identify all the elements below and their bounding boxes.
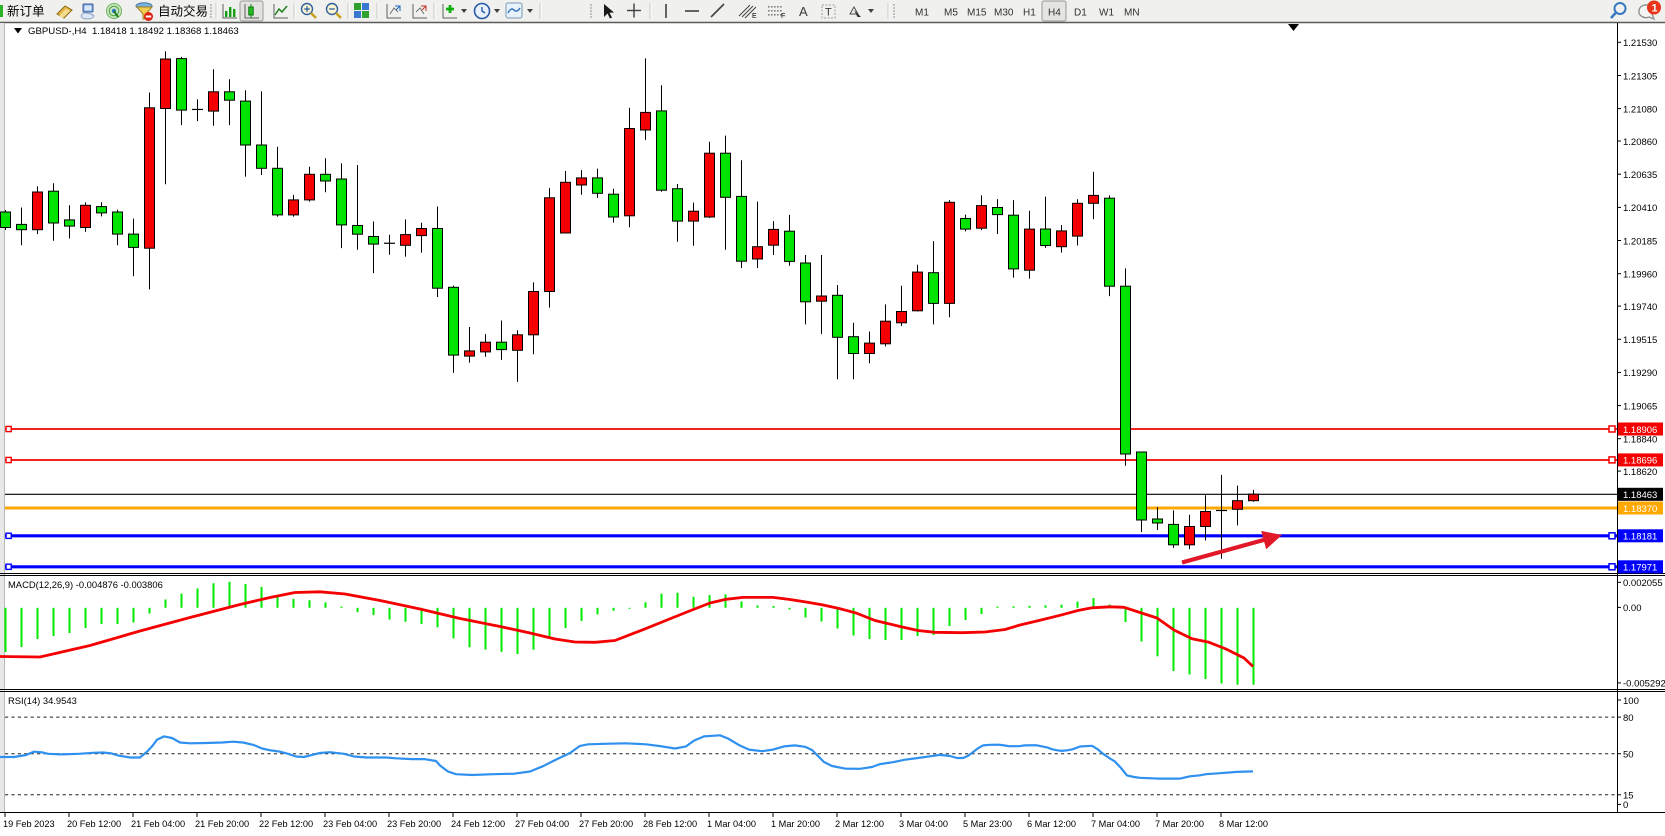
svg-text:1 Mar 04:00: 1 Mar 04:00 [707, 819, 756, 829]
svg-text:1.18181: 1.18181 [1623, 532, 1657, 543]
svg-text:H4: H4 [1048, 8, 1061, 19]
svg-text:5 Mar 23:00: 5 Mar 23:00 [963, 819, 1012, 829]
svg-text:50: 50 [1623, 750, 1634, 761]
svg-text:W1: W1 [1099, 8, 1114, 19]
svg-text:1.19960: 1.19960 [1623, 270, 1657, 281]
svg-text:7 Mar 04:00: 7 Mar 04:00 [1091, 819, 1140, 829]
svg-text:T: T [825, 7, 832, 19]
svg-text:0.00: 0.00 [1623, 603, 1642, 614]
svg-text:-0.005292: -0.005292 [1623, 679, 1665, 690]
svg-text:6 Mar 12:00: 6 Mar 12:00 [1027, 819, 1076, 829]
svg-text:22 Feb 12:00: 22 Feb 12:00 [259, 819, 313, 829]
svg-text:RSI(14) 34.9543: RSI(14) 34.9543 [8, 695, 77, 706]
svg-text:1.19740: 1.19740 [1623, 302, 1657, 313]
svg-text:1.17971: 1.17971 [1623, 563, 1657, 574]
svg-text:M5: M5 [944, 8, 958, 19]
svg-text:1.18840: 1.18840 [1623, 435, 1657, 446]
svg-text:H1: H1 [1023, 8, 1036, 19]
svg-text:E: E [752, 13, 757, 20]
svg-text:1.20635: 1.20635 [1623, 170, 1657, 181]
svg-text:0: 0 [1623, 800, 1628, 811]
svg-text:1.21080: 1.21080 [1623, 104, 1657, 115]
svg-text:15: 15 [1623, 791, 1634, 802]
svg-text:80: 80 [1623, 713, 1634, 724]
svg-text:MN: MN [1124, 8, 1140, 19]
svg-text:M30: M30 [994, 8, 1014, 19]
svg-text:GBPUSD-,H4 1.18418 1.18492 1.: GBPUSD-,H4 1.18418 1.18492 1.18368 1.184… [28, 26, 239, 37]
svg-text:1.18620: 1.18620 [1623, 467, 1657, 478]
svg-text:0.002055: 0.002055 [1623, 578, 1663, 589]
svg-text:1.19290: 1.19290 [1623, 368, 1657, 379]
svg-text:1.18370: 1.18370 [1623, 504, 1657, 515]
svg-text:1.20860: 1.20860 [1623, 137, 1657, 148]
svg-text:7 Mar 20:00: 7 Mar 20:00 [1155, 819, 1204, 829]
svg-text:21 Feb 04:00: 21 Feb 04:00 [131, 819, 185, 829]
svg-text:23 Feb 20:00: 23 Feb 20:00 [387, 819, 441, 829]
svg-text:27 Feb 04:00: 27 Feb 04:00 [515, 819, 569, 829]
svg-text:1.21530: 1.21530 [1623, 38, 1657, 49]
svg-text:A: A [799, 4, 808, 19]
svg-text:自动交易: 自动交易 [158, 4, 208, 19]
svg-text:F: F [781, 13, 785, 20]
svg-text:27 Feb 20:00: 27 Feb 20:00 [579, 819, 633, 829]
svg-text:D1: D1 [1074, 8, 1087, 19]
svg-text:1: 1 [1652, 3, 1658, 15]
svg-text:1.21305: 1.21305 [1623, 71, 1657, 82]
svg-text:新订单: 新订单 [7, 4, 45, 19]
svg-text:100: 100 [1623, 696, 1639, 707]
svg-text:21 Feb 20:00: 21 Feb 20:00 [195, 819, 249, 829]
svg-text:1.19515: 1.19515 [1623, 335, 1657, 346]
svg-text:1.18463: 1.18463 [1623, 490, 1657, 501]
svg-text:3 Mar 04:00: 3 Mar 04:00 [899, 819, 948, 829]
svg-text:M1: M1 [915, 8, 929, 19]
svg-text:28 Feb 12:00: 28 Feb 12:00 [643, 819, 697, 829]
svg-text:24 Feb 12:00: 24 Feb 12:00 [451, 819, 505, 829]
svg-text:1.19065: 1.19065 [1623, 401, 1657, 412]
svg-text:1.18906: 1.18906 [1623, 425, 1657, 436]
svg-text:23 Feb 04:00: 23 Feb 04:00 [323, 819, 377, 829]
svg-text:2 Mar 12:00: 2 Mar 12:00 [835, 819, 884, 829]
svg-text:M15: M15 [967, 8, 987, 19]
svg-text:MACD(12,26,9) -0.004876 -0.003: MACD(12,26,9) -0.004876 -0.003806 [8, 579, 163, 590]
svg-text:19 Feb 2023: 19 Feb 2023 [3, 819, 55, 829]
svg-text:8 Mar 12:00: 8 Mar 12:00 [1219, 819, 1268, 829]
svg-text:20 Feb 12:00: 20 Feb 12:00 [67, 819, 121, 829]
svg-text:1.20185: 1.20185 [1623, 236, 1657, 247]
svg-text:1.20410: 1.20410 [1623, 203, 1657, 214]
svg-text:1.18696: 1.18696 [1623, 456, 1657, 467]
svg-text:1 Mar 20:00: 1 Mar 20:00 [771, 819, 820, 829]
